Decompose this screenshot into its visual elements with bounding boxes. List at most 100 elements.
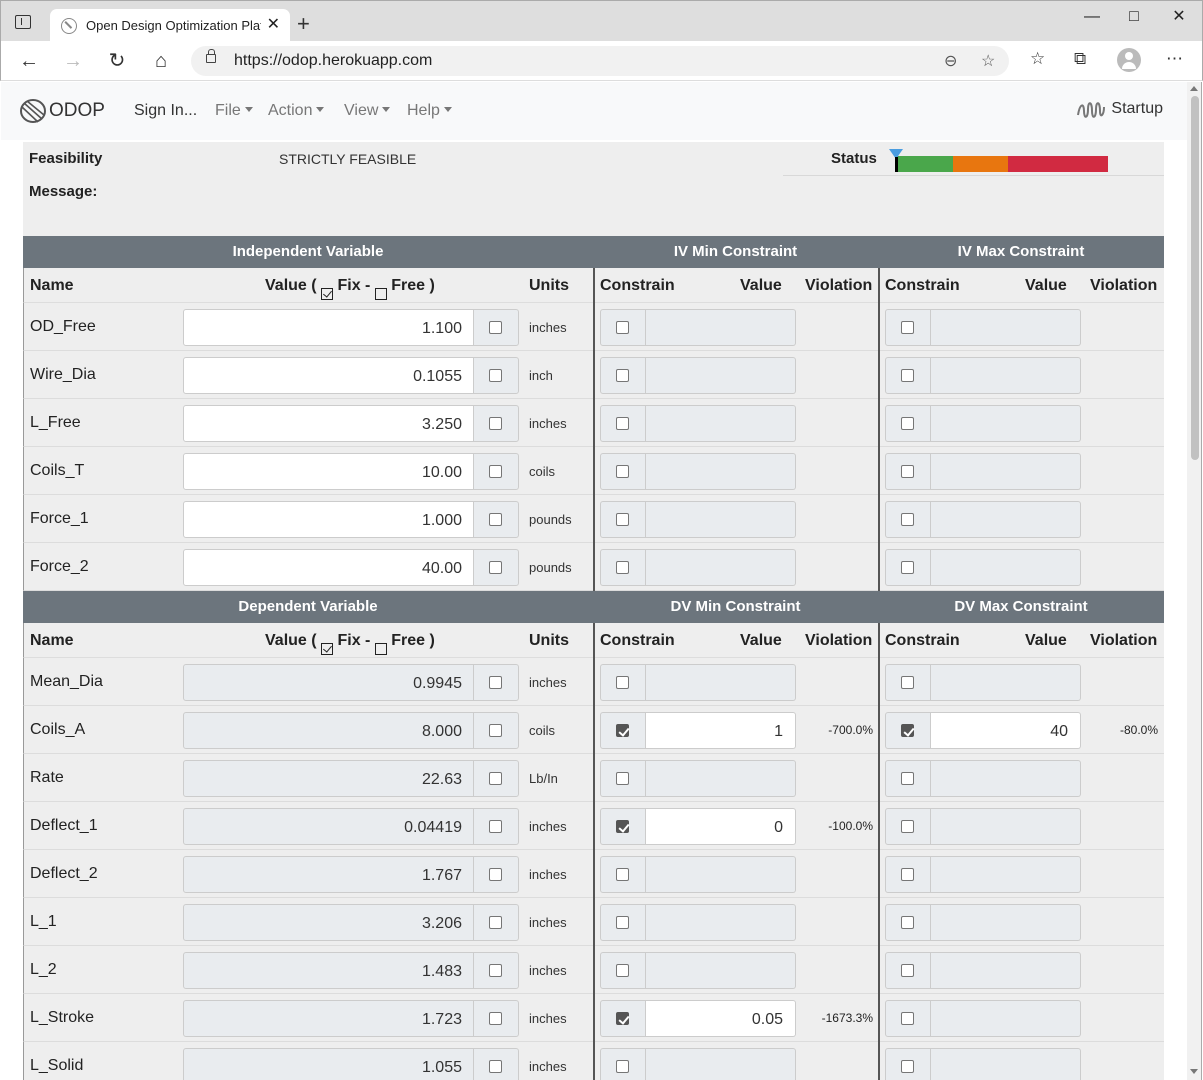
min-constrain-checkbox[interactable] <box>616 868 629 881</box>
min-constrain-toggle[interactable] <box>600 1000 646 1037</box>
fix-checkbox[interactable] <box>489 1012 502 1025</box>
odop-logo-icon[interactable] <box>18 97 48 125</box>
help-menu[interactable]: Help <box>407 102 452 120</box>
min-constrain-toggle[interactable] <box>600 357 646 394</box>
min-constraint-value[interactable]: 1 <box>646 712 796 749</box>
max-constrain-checkbox[interactable] <box>901 513 914 526</box>
fix-checkbox[interactable] <box>489 321 502 334</box>
window-close-icon[interactable]: ✕ <box>1172 8 1186 25</box>
variable-value-input[interactable]: 1.100 <box>183 309 474 346</box>
min-constrain-checkbox[interactable] <box>616 513 629 526</box>
action-menu[interactable]: Action <box>268 102 325 120</box>
min-constraint-value[interactable] <box>646 309 796 346</box>
min-constrain-toggle[interactable] <box>600 952 646 989</box>
max-constrain-toggle[interactable] <box>885 712 931 749</box>
min-constraint-value[interactable] <box>646 856 796 893</box>
page-scrollbar[interactable] <box>1187 82 1202 1080</box>
max-constrain-toggle[interactable] <box>885 760 931 797</box>
fix-checkbox[interactable] <box>489 868 502 881</box>
fix-free-toggle[interactable] <box>473 664 519 701</box>
variable-value-input[interactable]: 40.00 <box>183 549 474 586</box>
profile-icon[interactable] <box>1117 48 1141 72</box>
max-constrain-checkbox[interactable] <box>901 676 914 689</box>
min-constraint-value[interactable] <box>646 357 796 394</box>
max-constrain-checkbox[interactable] <box>901 724 914 737</box>
max-constraint-value[interactable] <box>931 357 1081 394</box>
fix-checkbox[interactable] <box>489 820 502 833</box>
browser-tab[interactable]: Open Design Optimization Platform ✕ <box>50 9 290 43</box>
fix-checkbox[interactable] <box>489 772 502 785</box>
max-constraint-value[interactable] <box>931 904 1081 941</box>
max-constraint-value[interactable] <box>931 952 1081 989</box>
min-constrain-checkbox[interactable] <box>616 724 629 737</box>
fix-free-toggle[interactable] <box>473 549 519 586</box>
fix-free-toggle[interactable] <box>473 856 519 893</box>
max-constrain-toggle[interactable] <box>885 453 931 490</box>
min-constrain-checkbox[interactable] <box>616 964 629 977</box>
min-constrain-checkbox[interactable] <box>616 676 629 689</box>
fix-checkbox[interactable] <box>489 369 502 382</box>
min-constraint-value[interactable] <box>646 952 796 989</box>
fix-checkbox[interactable] <box>489 676 502 689</box>
max-constraint-value[interactable] <box>931 453 1081 490</box>
brand-name[interactable]: ODOP <box>49 100 105 121</box>
max-constraint-value[interactable] <box>931 309 1081 346</box>
new-tab-button[interactable]: + <box>297 11 310 36</box>
max-constrain-checkbox[interactable] <box>901 1060 914 1073</box>
fix-free-toggle[interactable] <box>473 501 519 538</box>
maximize-icon[interactable]: □ <box>1129 8 1139 25</box>
fix-checkbox[interactable] <box>489 417 502 430</box>
max-constrain-checkbox[interactable] <box>901 916 914 929</box>
max-constrain-checkbox[interactable] <box>901 1012 914 1025</box>
spring-icon[interactable] <box>1076 99 1106 121</box>
min-constrain-toggle[interactable] <box>600 1048 646 1080</box>
min-constrain-checkbox[interactable] <box>616 1012 629 1025</box>
home-icon[interactable]: ⌂ <box>154 50 168 72</box>
max-constrain-toggle[interactable] <box>885 405 931 442</box>
min-constrain-toggle[interactable] <box>600 453 646 490</box>
sign-in-link[interactable]: Sign In... <box>134 102 198 119</box>
reload-icon[interactable]: ↻ <box>108 50 126 72</box>
url-text[interactable]: https://odop.herokuapp.com <box>234 52 433 69</box>
min-constrain-checkbox[interactable] <box>616 916 629 929</box>
max-constrain-checkbox[interactable] <box>901 772 914 785</box>
min-constraint-value[interactable] <box>646 664 796 701</box>
fix-free-toggle[interactable] <box>473 712 519 749</box>
collections-icon[interactable]: ⧉ <box>1074 49 1087 68</box>
min-constrain-checkbox[interactable] <box>616 369 629 382</box>
scrollbar-thumb[interactable] <box>1191 96 1199 460</box>
min-constrain-toggle[interactable] <box>600 760 646 797</box>
add-favorite-icon[interactable]: ☆ <box>981 53 996 70</box>
min-constraint-value[interactable] <box>646 405 796 442</box>
fix-checkbox[interactable] <box>489 1060 502 1073</box>
min-constraint-value[interactable]: 0.05 <box>646 1000 796 1037</box>
min-constrain-toggle[interactable] <box>600 549 646 586</box>
min-constraint-value[interactable] <box>646 549 796 586</box>
min-constrain-toggle[interactable] <box>600 405 646 442</box>
max-constraint-value[interactable] <box>931 856 1081 893</box>
fix-checkbox[interactable] <box>489 964 502 977</box>
min-constraint-value[interactable] <box>646 501 796 538</box>
fix-free-toggle[interactable] <box>473 453 519 490</box>
min-constraint-value[interactable]: 0 <box>646 808 796 845</box>
max-constrain-checkbox[interactable] <box>901 321 914 334</box>
min-constraint-value[interactable] <box>646 904 796 941</box>
max-constraint-value[interactable] <box>931 760 1081 797</box>
max-constrain-toggle[interactable] <box>885 1000 931 1037</box>
fix-checkbox[interactable] <box>489 513 502 526</box>
fix-checkbox[interactable] <box>489 561 502 574</box>
variable-value-input[interactable]: 0.1055 <box>183 357 474 394</box>
max-constraint-value[interactable] <box>931 405 1081 442</box>
max-constrain-toggle[interactable] <box>885 808 931 845</box>
max-constrain-toggle[interactable] <box>885 856 931 893</box>
max-constrain-checkbox[interactable] <box>901 417 914 430</box>
max-constrain-toggle[interactable] <box>885 952 931 989</box>
back-icon[interactable]: ← <box>19 50 39 72</box>
max-constraint-value[interactable] <box>931 1000 1081 1037</box>
scroll-down-icon[interactable] <box>1190 1069 1198 1074</box>
address-bar[interactable]: https://odop.herokuapp.com ⊖ ☆ <box>191 46 1009 76</box>
max-constrain-toggle[interactable] <box>885 549 931 586</box>
min-constrain-checkbox[interactable] <box>616 561 629 574</box>
min-constrain-checkbox[interactable] <box>616 465 629 478</box>
max-constrain-checkbox[interactable] <box>901 964 914 977</box>
